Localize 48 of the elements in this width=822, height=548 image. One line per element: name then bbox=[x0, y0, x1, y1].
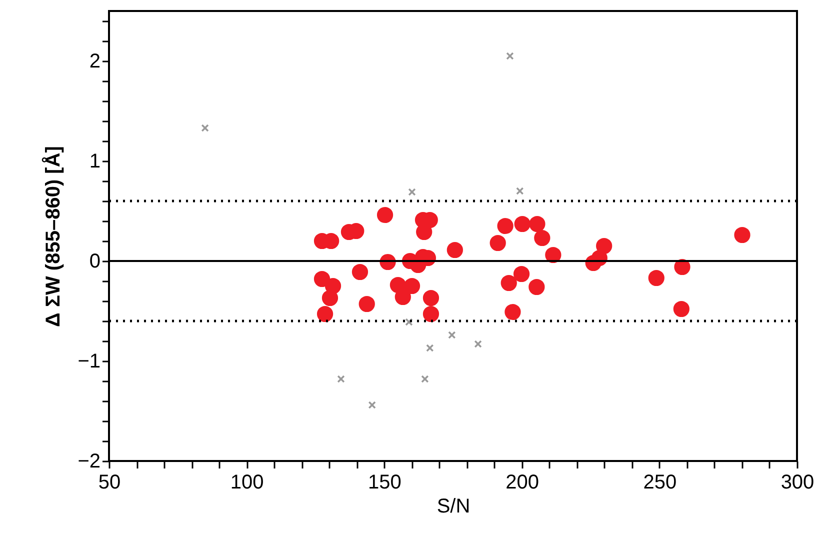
point bbox=[504, 304, 521, 320]
x-axis-title: S/N bbox=[436, 496, 470, 518]
point bbox=[421, 375, 429, 383]
y-tick-label: 1 bbox=[89, 150, 100, 172]
x-tick-label: 50 bbox=[98, 472, 121, 494]
point bbox=[528, 278, 545, 296]
y-tick-label: −2 bbox=[78, 450, 100, 472]
x-tick-label: 150 bbox=[368, 472, 402, 494]
point bbox=[500, 274, 517, 292]
y-axis-title: Δ ΣW (855–860) [Å] bbox=[42, 146, 65, 327]
point bbox=[316, 306, 334, 322]
point bbox=[394, 288, 411, 306]
y-tick-label: −1 bbox=[78, 350, 100, 372]
point bbox=[497, 218, 514, 234]
point bbox=[314, 270, 330, 288]
point bbox=[376, 206, 394, 224]
point bbox=[534, 230, 550, 246]
point bbox=[529, 216, 546, 232]
point bbox=[352, 264, 368, 280]
point bbox=[448, 331, 456, 339]
point bbox=[405, 318, 413, 326]
point bbox=[516, 187, 524, 195]
x-tick-label: 200 bbox=[506, 472, 539, 494]
point bbox=[337, 375, 345, 383]
point bbox=[648, 270, 664, 286]
point bbox=[474, 340, 482, 348]
point bbox=[596, 238, 612, 254]
point bbox=[358, 296, 375, 312]
point bbox=[368, 401, 376, 409]
point bbox=[426, 344, 434, 352]
point bbox=[513, 266, 530, 282]
point bbox=[673, 300, 690, 318]
point bbox=[322, 290, 338, 306]
point bbox=[446, 242, 463, 258]
y-tick-label: 0 bbox=[89, 250, 100, 272]
point bbox=[408, 188, 416, 196]
point bbox=[422, 290, 440, 306]
y-tick-label: 2 bbox=[89, 50, 100, 72]
point bbox=[422, 306, 440, 322]
point bbox=[404, 278, 420, 294]
x-tick-label: 300 bbox=[780, 472, 814, 494]
point bbox=[201, 124, 209, 132]
point bbox=[490, 234, 506, 252]
point bbox=[734, 226, 750, 244]
x-tick-label: 100 bbox=[230, 472, 264, 494]
point bbox=[506, 52, 514, 60]
x-tick-label: 250 bbox=[643, 472, 677, 494]
point bbox=[514, 216, 530, 232]
